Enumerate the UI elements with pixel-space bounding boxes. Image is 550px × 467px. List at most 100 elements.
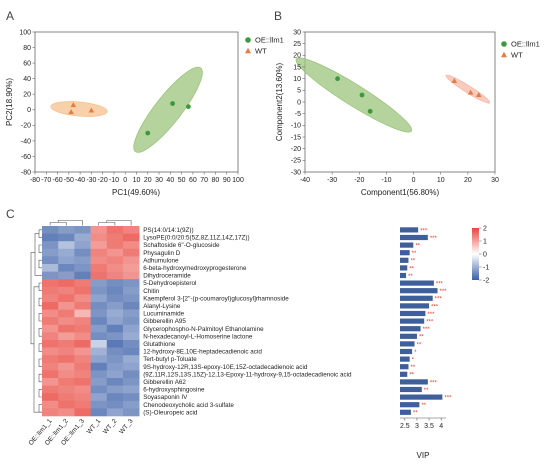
row-dendrogram-branch	[38, 389, 42, 398]
plsda-b-ytick-label: 0	[297, 99, 301, 106]
pca-a-xtick-label: -80	[30, 177, 40, 184]
heatmap-c: PS(14:0/14:1(9Z))LysoPE(0:0/20:5(5Z,8Z,1…	[28, 220, 489, 460]
heatmap-cell	[42, 302, 59, 310]
heatmap-cell	[74, 408, 91, 417]
row-dendrogram-branch	[38, 313, 42, 322]
vip-significance: **	[421, 403, 426, 409]
metabolite-label: Adhumulone	[143, 257, 179, 264]
vip-significance: ***	[436, 282, 444, 288]
pca-a-ytick-label: -40	[21, 138, 31, 145]
heatmap-cell	[106, 385, 124, 394]
heatmap-cell	[90, 324, 108, 333]
vip-bar	[400, 379, 428, 385]
heatmap-cell	[106, 408, 124, 417]
row-dendrogram-branch	[38, 297, 42, 307]
heatmap-cell	[123, 302, 140, 310]
heatmap-cell	[58, 241, 75, 250]
vip-significance: **	[410, 259, 415, 265]
plsda-b-xtick-label: -30	[327, 177, 337, 184]
heatmap-cell	[74, 233, 91, 242]
pca-a-point	[70, 102, 77, 108]
heatmap-cell	[106, 286, 124, 295]
heatmap-cell	[74, 317, 91, 326]
plsda-b-ellipse	[445, 74, 491, 104]
heatmap-cell	[74, 378, 91, 386]
metabolite-label: Lucuminamide	[143, 311, 184, 318]
heatmap-cell	[42, 385, 59, 394]
metabolite-label: Gibberellin A62	[143, 379, 186, 386]
plsda-b-ytick-label: 20	[293, 53, 301, 60]
metabolite-label: 12-hydroxy-8E,10E-heptadecadienoic acid	[143, 349, 262, 356]
pca-a-xtick-label: -50	[64, 177, 74, 184]
heatmap-cell	[90, 385, 108, 394]
pca-a-xtick-label: 10	[133, 177, 141, 184]
heatmap-cell	[58, 286, 75, 295]
vip-bar	[400, 257, 409, 263]
heatmap-cell	[58, 400, 75, 409]
metabolite-label: N-hexadecanoyl-L-Homoserine lactone	[143, 333, 253, 340]
heatmap-cell	[106, 271, 124, 280]
heatmap-cell	[123, 317, 140, 326]
metabolite-label: Alanyl-Lysine	[143, 303, 181, 310]
heatmap-cell	[74, 355, 91, 364]
heatmap-cell	[106, 294, 124, 303]
heatmap-cell	[58, 256, 75, 265]
metabolite-label: Soyasaponin IV	[143, 394, 188, 401]
heatmap-cell	[106, 347, 124, 356]
heatmap-cell	[90, 340, 108, 348]
plsda-b-xtick-label: 0	[412, 177, 416, 184]
plsda-b-legend-label: WT	[511, 51, 523, 60]
vip-significance: **	[408, 274, 413, 280]
plsda-b-ellipse	[295, 57, 413, 133]
plsda-b-point	[367, 108, 373, 114]
vip-bar	[400, 386, 422, 393]
pca-a-ytick-label: -20	[21, 123, 31, 130]
vip-significance: **	[410, 365, 415, 371]
heatmap-cell	[90, 393, 108, 402]
heatmap-cell	[106, 378, 124, 386]
heatmap-cell	[42, 408, 59, 417]
pca-a-ytick-label: 0	[27, 107, 31, 114]
heatmap-cell	[123, 408, 140, 417]
pca-a-legend-label: WT	[255, 47, 267, 56]
plsda-b-ytick-label: -25	[291, 158, 301, 165]
heatmap-cell	[106, 248, 124, 257]
heatmap-cell	[90, 317, 108, 326]
pca-a-xtick-label: 90	[223, 177, 231, 184]
colorbar-tick-label: 1	[483, 238, 487, 245]
row-dendrogram-branch	[38, 259, 42, 269]
vip-significance: *	[412, 358, 415, 364]
heatmap-cell	[106, 324, 124, 333]
plsda-b-point	[475, 92, 482, 97]
vip-bar	[400, 310, 426, 317]
column-dendrogram-branch	[49, 222, 67, 226]
heatmap-cell	[123, 233, 140, 242]
plsda-b-ylabel: Component2(13.60%)	[275, 63, 284, 142]
row-dendrogram-branch	[30, 252, 35, 345]
column-dendrogram	[49, 220, 132, 226]
heatmap-cell	[106, 362, 124, 371]
heatmap-cell	[106, 370, 124, 379]
row-dendrogram-branch	[38, 358, 42, 367]
vip-bar	[400, 394, 443, 400]
heatmap-cell	[74, 332, 91, 341]
heatmap-cell	[74, 393, 91, 402]
heatmap-cell	[42, 309, 59, 318]
vip-bar	[400, 265, 408, 271]
vip-bar	[400, 326, 421, 332]
plsda-b-xtick-label: 10	[437, 177, 445, 184]
vip-significance: **	[413, 411, 418, 417]
heatmap-cell	[106, 226, 124, 234]
plsda-b-ytick-label: -20	[291, 146, 301, 153]
heatmap-cell	[74, 302, 91, 310]
plsda-b-xtick-label: -40	[300, 177, 310, 184]
vip-bar	[400, 356, 410, 362]
heatmap-cell	[123, 241, 140, 250]
heatmap-cell	[58, 408, 75, 417]
plsda-b-legend-marker	[501, 41, 507, 47]
vip-bar	[400, 280, 434, 286]
heatmap-cell	[58, 385, 75, 394]
plsda-b-xtick-label: -20	[354, 177, 364, 184]
pca-a-point	[145, 130, 151, 136]
